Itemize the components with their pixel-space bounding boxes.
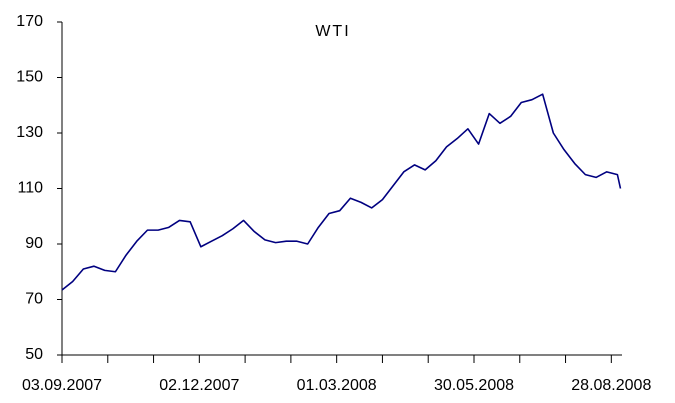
line-series (61, 93, 622, 291)
x-tick-label: 28.08.2008 (571, 377, 651, 394)
y-tick-label: 50 (25, 346, 43, 363)
y-tick-label: 70 (25, 291, 43, 308)
y-tick-label: 90 (25, 235, 43, 252)
chart-title: WTI (315, 23, 350, 40)
y-tick-label: 150 (16, 69, 43, 86)
x-tick-label: 01.03.2008 (297, 377, 377, 394)
x-tick-label: 02.12.2007 (159, 377, 239, 394)
x-tick-label: 03.09.2007 (22, 377, 102, 394)
y-tick-label: 170 (16, 13, 43, 30)
y-tick-label: 110 (17, 180, 43, 197)
x-tick-label: 30.05.2008 (434, 377, 514, 394)
y-tick-label: 130 (16, 124, 43, 141)
